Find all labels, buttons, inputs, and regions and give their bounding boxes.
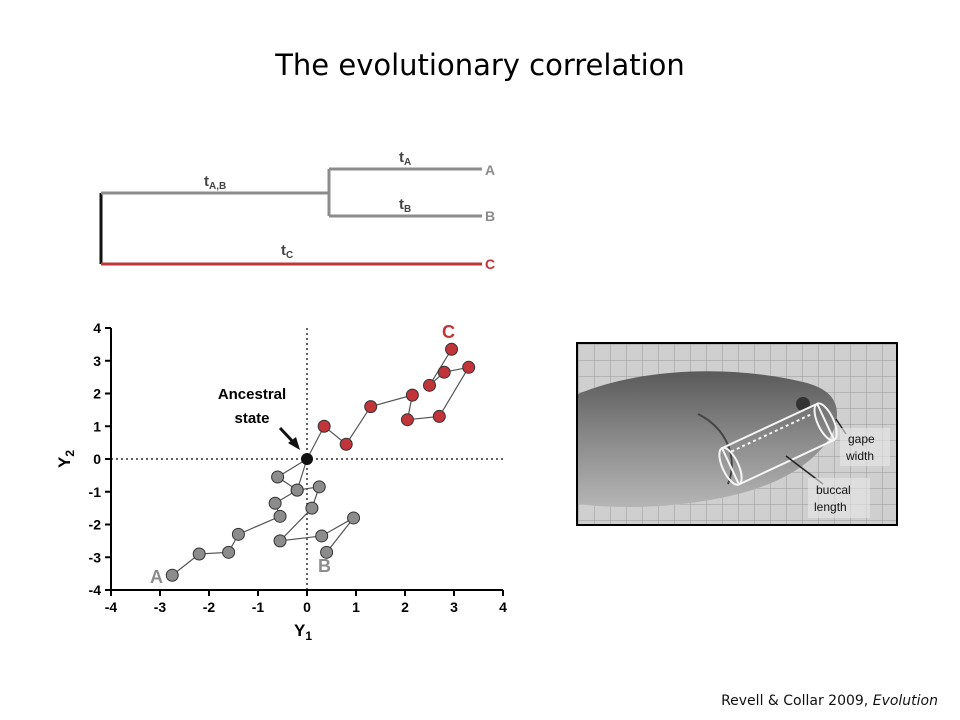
scatter-chart: -4 -3 -2 -1 0 1 2 3 4 -4 -3 -2 -1 0 1 2 3 4 Y1 Y2 Ancestral… [55,320,507,643]
x-tick-label: 3 [450,599,458,615]
annotation-line-2: state [234,410,269,427]
data-point-a [231,527,245,541]
length-label: length [814,500,847,514]
citation: Revell & Collar 2009, Evolution [721,693,938,709]
fish-photo: gape width buccal length [576,342,898,526]
series-label-b: B [318,556,331,576]
series-label-c: C [442,322,455,342]
ancestral-point [301,453,313,465]
data-point-c [405,388,419,402]
annotation-arrow-head [288,437,300,450]
data-point-b [305,501,319,515]
branch-label-a: tA [399,149,411,168]
data-point-a [192,547,206,561]
x-tick-label: 0 [303,599,311,615]
data-point-b [290,483,304,497]
data-point-c [339,437,353,451]
data-point-c [364,400,378,414]
branch-label-ab: tA,B [204,173,226,192]
data-point-b [347,511,361,525]
y-tick-label: -3 [89,549,102,565]
y-axis-title: Y2 [55,450,77,468]
tip-label-a: A [485,162,495,178]
data-point-b [273,534,287,548]
y-tick-label: 3 [93,353,101,369]
gape-label: gape [848,432,875,446]
data-point-c [445,342,459,356]
phylogenetic-tree: tA,B tA tB tC A B C [99,149,495,272]
data-point-c [437,365,451,379]
citation-journal: Evolution [872,693,938,709]
data-point-c [317,419,331,433]
data-point-b [315,529,329,543]
width-label: width [845,449,874,463]
data-point-b [320,545,334,559]
data-point-c [432,409,446,423]
x-tick-label: -2 [203,599,216,615]
y-tick-label: 4 [93,320,101,336]
citation-authors: Revell & Collar 2009, [721,693,873,709]
data-point-c [400,413,414,427]
y-tick-label: -4 [89,582,102,598]
x-tick-label: -4 [105,599,118,615]
y-tick-label: 1 [93,418,101,434]
x-tick-label: -3 [154,599,167,615]
data-point-a [222,545,236,559]
data-point-a [271,470,285,484]
data-point-a [273,509,287,523]
y-tick-label: 2 [93,386,101,402]
y-tick-label: 0 [93,451,101,467]
chart-labels: Ancestral state A B C [150,322,455,587]
fish-body [578,371,838,507]
annotation-line-1: Ancestral [218,386,286,403]
tip-label-b: B [485,208,495,224]
slide-title: The evolutionary correlation [275,48,685,82]
y-tick-label: -2 [89,517,102,533]
x-tick-label: 2 [401,599,409,615]
data-point-c [423,378,436,392]
buccal-label: buccal [816,483,851,497]
chart-axes: -4 -3 -2 -1 0 1 2 3 4 -4 -3 -2 -1 0 1 2 3 4 Y1 Y2 [55,320,507,643]
data-point-a [268,496,282,510]
series-label-a: A [150,567,163,587]
data-point-c [462,360,476,374]
data-point-a [165,568,179,582]
series-path-a [171,458,308,576]
x-tick-label: 4 [499,599,507,615]
branch-label-c: tC [281,242,293,261]
fish-photo-illustration: gape width buccal length [578,344,896,524]
x-tick-label: 1 [352,599,360,615]
x-axis-title: Y1 [294,621,312,643]
data-point-b [312,480,326,494]
branch-label-b: tB [399,196,411,215]
y-tick-label: -1 [89,484,102,500]
x-tick-label: -1 [252,599,265,615]
series-points [165,342,476,582]
tip-label-c: C [485,256,495,272]
fish-eye [796,397,810,411]
